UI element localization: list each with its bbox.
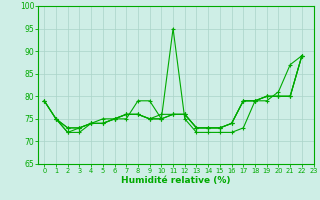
X-axis label: Humidité relative (%): Humidité relative (%) bbox=[121, 176, 231, 185]
